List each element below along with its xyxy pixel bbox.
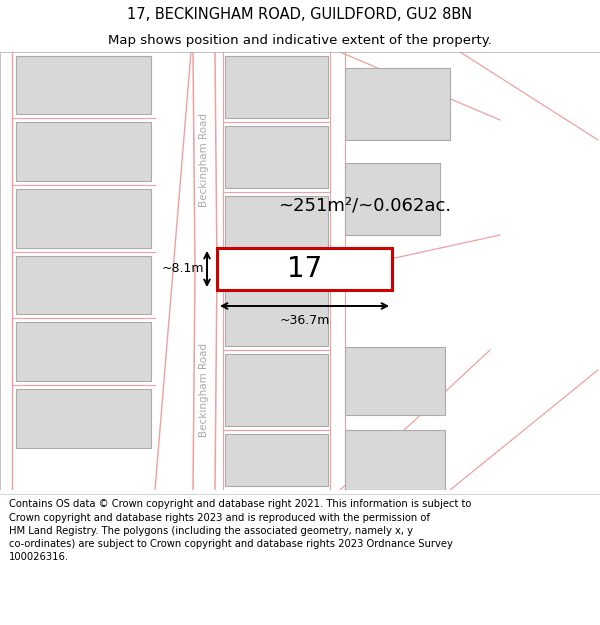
- Bar: [225, 56, 328, 118]
- Text: ~8.1m: ~8.1m: [161, 262, 204, 276]
- Bar: [225, 284, 328, 346]
- Bar: [345, 430, 445, 490]
- Bar: [345, 163, 440, 235]
- Bar: [225, 196, 328, 266]
- Bar: [16, 122, 151, 181]
- Bar: [16, 389, 151, 448]
- Bar: [225, 126, 328, 188]
- Text: 17, BECKINGHAM ROAD, GUILDFORD, GU2 8BN: 17, BECKINGHAM ROAD, GUILDFORD, GU2 8BN: [127, 7, 473, 22]
- Bar: [16, 322, 151, 381]
- Bar: [217, 248, 392, 290]
- Text: 17: 17: [287, 255, 322, 283]
- Bar: [16, 256, 151, 314]
- Bar: [345, 347, 445, 415]
- Bar: [16, 56, 151, 114]
- Text: Contains OS data © Crown copyright and database right 2021. This information is : Contains OS data © Crown copyright and d…: [9, 499, 472, 562]
- Text: Map shows position and indicative extent of the property.: Map shows position and indicative extent…: [108, 34, 492, 47]
- Bar: [225, 434, 328, 486]
- Text: Beckingham Road: Beckingham Road: [199, 343, 209, 437]
- Text: ~251m²/~0.062ac.: ~251m²/~0.062ac.: [278, 197, 451, 215]
- Bar: [16, 189, 151, 248]
- Bar: [345, 68, 450, 140]
- Text: ~36.7m: ~36.7m: [280, 314, 329, 327]
- Bar: [225, 354, 328, 426]
- Text: Beckingham Road: Beckingham Road: [199, 113, 209, 207]
